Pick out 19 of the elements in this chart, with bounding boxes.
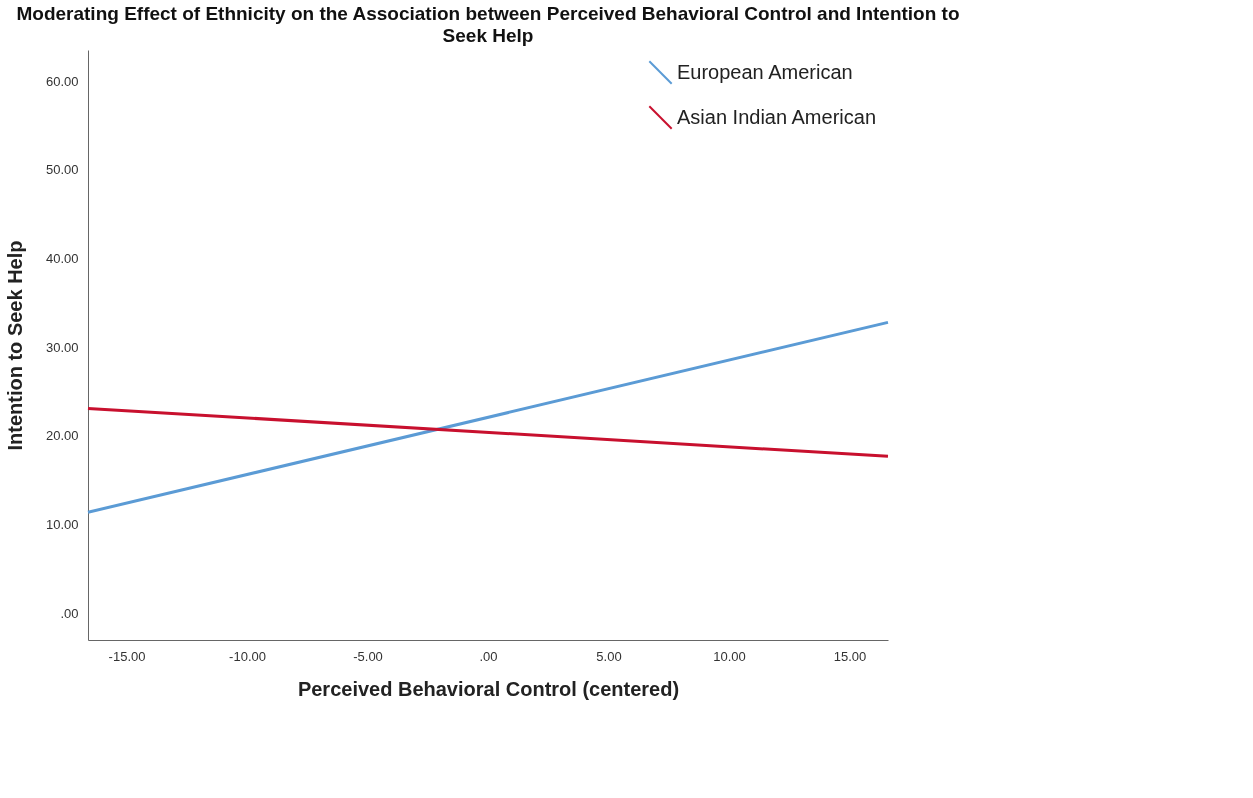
x-tick-label: 5.00 — [596, 648, 622, 664]
y-tick-label: 30.00 — [45, 339, 79, 355]
x-tick-label: -5.00 — [353, 648, 383, 664]
x-tick-label: -15.00 — [108, 648, 146, 664]
y-axis-title: Intention to Seek Help — [3, 240, 26, 451]
y-tick-label: 20.00 — [45, 428, 79, 444]
chart-title: Moderating Effect of Ethnicity on the Association between Perceived Behavioral Control and Intention to Seek Help — [16, 3, 960, 46]
y-tick-label: 50.00 — [45, 162, 79, 178]
x-tick-label: 15.00 — [833, 648, 867, 664]
y-tick-label: 40.00 — [45, 251, 79, 266]
y-tick-label: 60.00 — [45, 73, 79, 89]
x-tick-label: .00 — [479, 648, 498, 664]
x-tick-label: 10.00 — [713, 648, 746, 664]
y-tick-label: .00 — [60, 605, 79, 621]
x-axis-title: Perceived Behavioral Control (centered) — [297, 677, 680, 700]
legend-label: European American — [677, 60, 853, 83]
legend-label: Asian Indian American — [677, 105, 877, 128]
y-tick-label: 10.00 — [45, 517, 79, 533]
x-tick-label: -10.00 — [229, 648, 266, 664]
